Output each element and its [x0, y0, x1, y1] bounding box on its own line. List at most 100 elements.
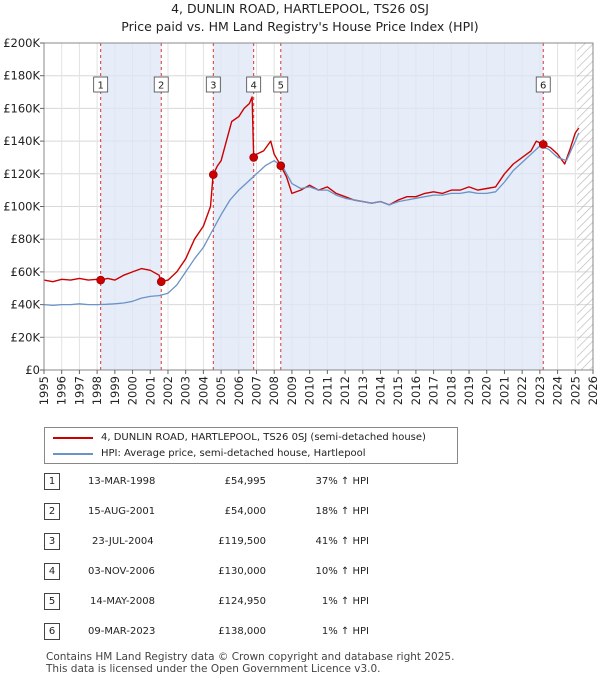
- sale-label: 5: [278, 81, 284, 92]
- y-tick-label: £80K: [11, 232, 41, 246]
- y-tick-label: £100K: [3, 200, 40, 214]
- x-tick-label: 2002: [161, 376, 175, 405]
- x-tick-label: 2019: [462, 376, 476, 405]
- y-tick-label: £180K: [3, 69, 40, 83]
- legend-item-property: 4, DUNLIN ROAD, HARTLEPOOL, TS26 0SJ (se…: [53, 432, 426, 443]
- sale-band: [101, 43, 162, 370]
- footer-licence: This data is licensed under the Open Gov…: [46, 663, 454, 675]
- legend-swatch-property: [53, 437, 93, 439]
- x-tick-label: 2013: [356, 376, 370, 405]
- sale-point: [157, 278, 165, 286]
- x-tick-label: 2008: [267, 376, 281, 405]
- x-tick-label: 2003: [179, 376, 193, 405]
- legend-item-hpi: HPI: Average price, semi-detached house,…: [53, 448, 366, 459]
- sale-row: 5 14-MAY-2008 £124,950 1% ↑ HPI: [44, 593, 404, 611]
- y-tick-label: £40K: [11, 298, 41, 312]
- sale-number: 1: [44, 473, 60, 490]
- sale-label: 4: [250, 81, 256, 92]
- sale-hpi: 1% ↑ HPI: [322, 596, 369, 607]
- x-tick-label: 1998: [90, 376, 104, 405]
- x-tick-label: 2005: [214, 376, 228, 405]
- x-tick-label: 2018: [444, 376, 458, 405]
- sale-label: 3: [210, 81, 216, 92]
- y-tick-label: £60K: [11, 265, 41, 279]
- sale-point: [250, 153, 258, 161]
- x-tick-label: 2022: [515, 376, 529, 405]
- forecast-region: [577, 43, 593, 370]
- sale-hpi: 18% ↑ HPI: [316, 506, 369, 517]
- sale-row: 4 03-NOV-2006 £130,000 10% ↑ HPI: [44, 563, 404, 581]
- x-tick-label: 1996: [55, 376, 69, 405]
- x-tick-label: 2012: [338, 376, 352, 405]
- x-tick-label: 2010: [303, 376, 317, 405]
- x-tick-label: 2006: [232, 376, 246, 405]
- sale-row: 1 13-MAR-1998 £54,995 37% ↑ HPI: [44, 473, 404, 491]
- sale-point: [539, 140, 547, 148]
- x-tick-label: 2011: [320, 376, 334, 405]
- legend: 4, DUNLIN ROAD, HARTLEPOOL, TS26 0SJ (se…: [44, 427, 458, 464]
- x-tick-label: 2001: [143, 376, 157, 405]
- y-tick-label: £200K: [3, 36, 40, 50]
- sale-point: [209, 171, 217, 179]
- sale-number: 2: [44, 503, 60, 520]
- x-tick-label: 2026: [586, 376, 600, 405]
- sale-date: 03-NOV-2006: [88, 566, 155, 577]
- sale-hpi: 10% ↑ HPI: [316, 566, 369, 577]
- sale-number: 4: [44, 563, 60, 580]
- x-tick-label: 2000: [126, 376, 140, 405]
- sale-point: [97, 276, 105, 284]
- sale-price: £138,000: [218, 626, 266, 637]
- chart-title: 4, DUNLIN ROAD, HARTLEPOOL, TS26 0SJ: [171, 1, 429, 16]
- sale-label: 6: [540, 81, 546, 92]
- sale-date: 23-JUL-2004: [92, 536, 154, 547]
- sale-date: 13-MAR-1998: [88, 476, 155, 487]
- legend-swatch-hpi: [53, 453, 93, 455]
- x-tick-label: 2024: [551, 376, 565, 405]
- sale-hpi: 41% ↑ HPI: [316, 536, 369, 547]
- sale-row: 6 09-MAR-2023 £138,000 1% ↑ HPI: [44, 623, 404, 641]
- legend-label-property: 4, DUNLIN ROAD, HARTLEPOOL, TS26 0SJ (se…: [101, 432, 426, 443]
- sale-hpi: 37% ↑ HPI: [316, 476, 369, 487]
- sale-price: £130,000: [218, 566, 266, 577]
- sale-date: 15-AUG-2001: [88, 506, 155, 517]
- y-tick-label: £20K: [11, 330, 41, 344]
- legend-label-hpi: HPI: Average price, semi-detached house,…: [101, 448, 366, 459]
- x-tick-label: 2020: [480, 376, 494, 405]
- x-tick-label: 1997: [72, 376, 86, 405]
- chart-subtitle: Price paid vs. HM Land Registry's House …: [121, 19, 478, 34]
- x-tick-label: 1995: [37, 376, 51, 405]
- y-tick-label: £140K: [3, 134, 40, 148]
- y-tick-label: £160K: [3, 101, 40, 115]
- sale-date: 09-MAR-2023: [88, 626, 155, 637]
- sale-label: 1: [97, 81, 103, 92]
- x-tick-label: 2017: [427, 376, 441, 405]
- sale-number: 6: [44, 623, 60, 640]
- x-tick-label: 2025: [568, 376, 582, 405]
- sale-row: 2 15-AUG-2001 £54,000 18% ↑ HPI: [44, 503, 404, 521]
- footer: Contains HM Land Registry data © Crown c…: [46, 651, 454, 675]
- sale-date: 14-MAY-2008: [90, 596, 155, 607]
- sale-price: £54,000: [225, 506, 266, 517]
- x-tick-label: 2023: [533, 376, 547, 405]
- x-tick-label: 2004: [196, 376, 210, 405]
- sale-row: 3 23-JUL-2004 £119,500 41% ↑ HPI: [44, 533, 404, 551]
- x-tick-label: 2007: [250, 376, 264, 405]
- x-tick-label: 1999: [108, 376, 122, 405]
- x-tick-label: 2009: [285, 376, 299, 405]
- sale-label: 2: [158, 81, 164, 92]
- x-tick-label: 2015: [391, 376, 405, 405]
- x-tick-label: 2014: [373, 376, 387, 405]
- sale-hpi: 1% ↑ HPI: [322, 626, 369, 637]
- sale-price: £124,950: [218, 596, 266, 607]
- y-tick-label: £0: [25, 363, 40, 377]
- sale-number: 3: [44, 533, 60, 550]
- sale-price: £119,500: [218, 536, 266, 547]
- x-tick-label: 2021: [497, 376, 511, 405]
- sale-point: [277, 162, 285, 170]
- sale-number: 5: [44, 593, 60, 610]
- y-tick-label: £120K: [3, 167, 40, 181]
- x-tick-label: 2016: [409, 376, 423, 405]
- price-chart: 4, DUNLIN ROAD, HARTLEPOOL, TS26 0SJ Pri…: [0, 0, 600, 420]
- sale-price: £54,995: [225, 476, 266, 487]
- sale-band: [281, 43, 543, 370]
